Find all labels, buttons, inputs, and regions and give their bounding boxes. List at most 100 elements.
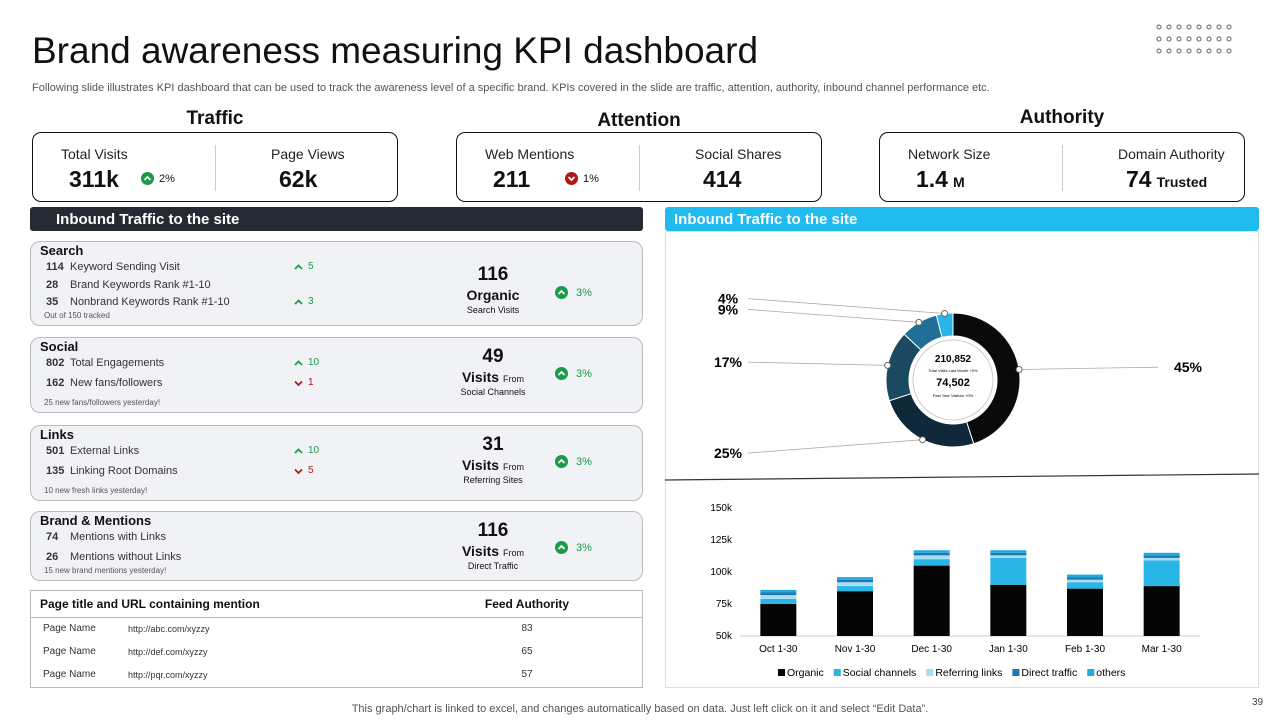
kpi-change: 1%	[565, 172, 599, 185]
summary-total: 31	[482, 434, 504, 455]
kpi-label: Domain Authority	[1118, 146, 1225, 162]
summary-metric: Visits From	[431, 543, 555, 559]
kpi-divider	[215, 145, 216, 191]
up-arrow	[555, 286, 568, 299]
bar-segment	[1143, 557, 1180, 561]
header-cell: Page title and URL containing mention	[40, 596, 260, 611]
up-arrow	[294, 298, 303, 305]
up-arrow	[555, 367, 568, 380]
section-note: Out of 150 tracked	[44, 311, 110, 320]
metric-change: 1	[294, 377, 314, 388]
metric-change-value: 10	[308, 357, 320, 368]
legend-label: Organic	[787, 667, 824, 679]
summary-from: From	[503, 548, 525, 558]
kpi-number: 62k	[279, 166, 318, 192]
summary-from: From	[503, 462, 525, 472]
metric-number: 74	[46, 531, 59, 543]
dots-decoration	[1156, 24, 1232, 54]
leader-line	[747, 309, 919, 323]
chevron	[567, 176, 576, 182]
bar-segment	[1143, 560, 1180, 587]
title: Brand awareness measuring KPI dashboard	[32, 30, 759, 71]
arrow-circle	[141, 172, 154, 185]
bar-segment	[1067, 574, 1103, 578]
metric-row: 74 Mentions with Links	[46, 531, 166, 543]
bar-segment	[760, 589, 797, 593]
metric-change: 3	[294, 296, 314, 307]
metric-label: Nonbrand Keywords Rank #1-10	[70, 296, 230, 308]
section-name: Links	[40, 427, 74, 442]
bar-segment	[1067, 588, 1103, 636]
bar-segment	[990, 552, 1027, 556]
metric-row: 26 Mentions without Links	[46, 551, 181, 563]
kpi-change: 2%	[141, 172, 175, 185]
metric-row: 802 Total Engagements	[46, 357, 164, 369]
section-summary: 31 Visits From Referring Sites	[431, 434, 555, 485]
growth: 3%	[555, 455, 592, 468]
table-cell: Page Name	[43, 669, 96, 680]
kpi-divider	[639, 145, 640, 191]
bar-segment	[760, 595, 797, 599]
down-arrow	[565, 172, 578, 185]
section-card: Links 501 External Links 10 135 Linking Root …	[30, 425, 643, 501]
kpi-value: 211	[493, 166, 530, 193]
metric-row: 114 Keyword Sending Visit	[46, 261, 180, 273]
summary-metric-name: Organic	[466, 287, 520, 303]
summary-metric-name: Visits	[461, 457, 500, 473]
kpi-item: Network Size 1.4 M	[880, 133, 1062, 201]
growth-value: 3%	[576, 367, 592, 380]
kpi-value: 62k	[279, 166, 317, 193]
bar-segment	[990, 557, 1027, 585]
bar-segment	[760, 598, 797, 604]
chevron	[143, 175, 152, 181]
section-summary: 49 Visits From Social Channels	[431, 346, 555, 397]
metric-number: 501	[46, 445, 65, 457]
kpi-card: Web Mentions 211 1% Social Shares 414	[456, 132, 822, 202]
x-tick-label: Oct 1-30	[759, 644, 798, 655]
bar-segment	[1067, 582, 1103, 589]
leader-line	[747, 361, 888, 366]
metric-row: 135 Linking Root Domains	[46, 465, 178, 477]
metric-label: External Links	[70, 445, 140, 457]
panel-header: Inbound Traffic to the site	[30, 207, 643, 231]
summary-total: 116	[477, 520, 509, 541]
section-note: 10 new fresh links yesterday!	[44, 486, 148, 495]
leader-line	[747, 298, 945, 314]
x-tick-label: Dec 1-30	[911, 644, 952, 655]
chevron	[294, 447, 303, 454]
table-row: Page Name http://abc.com/xyzzy 83	[31, 617, 642, 640]
x-tick-label: Jan 1-30	[989, 644, 1028, 655]
kpi-number: 414	[703, 166, 742, 192]
bar-segment	[1067, 579, 1103, 583]
table: Page title and URL containing mention Fee…	[31, 591, 642, 686]
y-tick-label: 100k	[710, 567, 733, 578]
kpi-value: 74 Trusted	[1126, 166, 1207, 193]
bar-segment	[1067, 577, 1103, 580]
metric-label: Total Engagements	[70, 357, 165, 369]
table-cell: http://abc.com/xyzzy	[128, 623, 210, 634]
bar-segment	[837, 586, 873, 592]
kpi-unit: M	[952, 174, 965, 190]
metric-label: Mentions without Links	[70, 551, 182, 563]
bar-segment	[1143, 555, 1180, 558]
bar-segment	[913, 555, 950, 560]
table-cell: 57	[521, 669, 533, 680]
summary-metric: Visits From	[431, 457, 555, 473]
kpi-value: 1.4 M	[916, 166, 965, 193]
metric-number: 802	[46, 357, 65, 369]
summary-source: Search Visits	[466, 305, 520, 315]
growth: 3%	[555, 367, 592, 380]
kpi-number: 211	[493, 166, 531, 192]
legend-label: others	[1096, 667, 1125, 679]
bar-segment	[913, 559, 950, 566]
leader-dot	[1015, 366, 1023, 374]
section-name: Brand & Mentions	[40, 513, 152, 528]
chevron	[557, 370, 566, 376]
section-card: Social 802 Total Engagements 10 162 New fans/…	[30, 337, 643, 413]
table-row: Page Name http://def.com/xyzzy 65	[31, 640, 642, 663]
chart-panel	[665, 231, 1259, 688]
summary-metric-name: Visits	[461, 369, 500, 385]
bar-segment	[913, 550, 950, 553]
kpi-label: Total Visits	[61, 146, 128, 162]
